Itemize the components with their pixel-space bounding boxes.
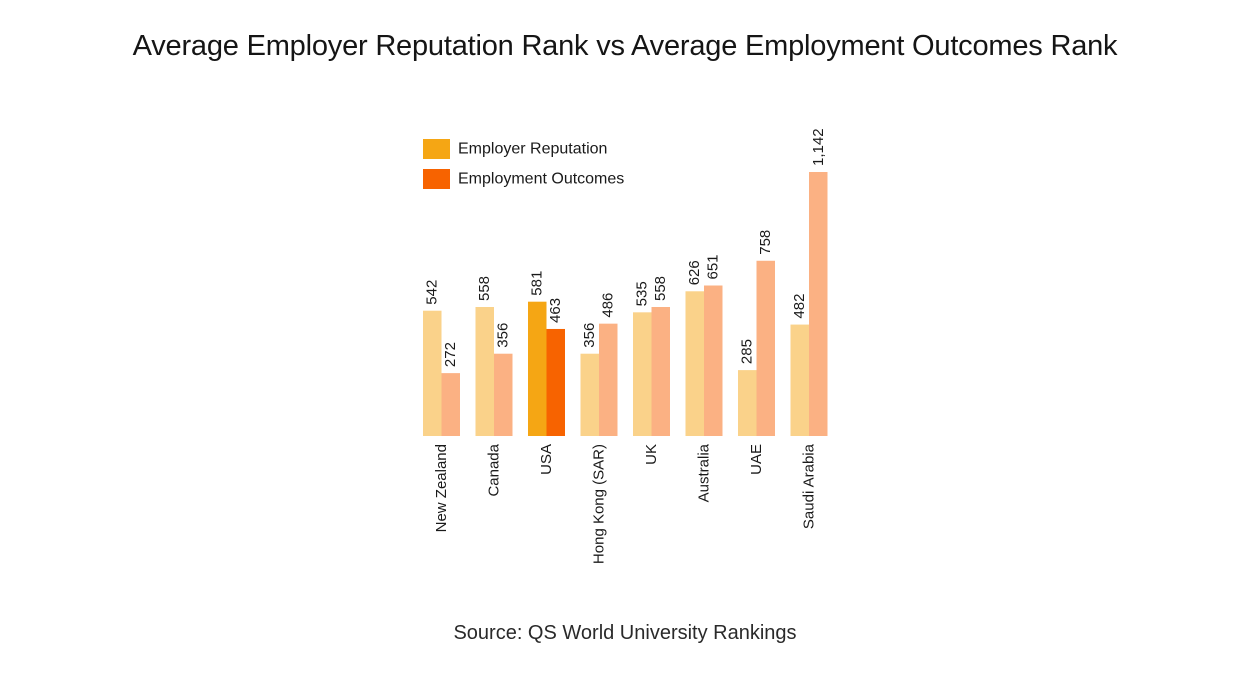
- bar-employment-outcomes: [756, 260, 775, 436]
- bar-employer-reputation: [685, 291, 704, 436]
- bar-employer-reputation: [580, 353, 599, 436]
- legend-swatch: [423, 169, 450, 189]
- bar-employer-reputation: [738, 370, 757, 436]
- data-label: 486: [600, 293, 617, 318]
- data-label: 626: [686, 260, 703, 285]
- data-label: 1,142: [810, 128, 827, 166]
- data-label: 758: [757, 230, 774, 255]
- data-label: 482: [791, 294, 808, 319]
- bar-employment-outcomes: [494, 353, 513, 436]
- legend-label: Employer Reputation: [458, 141, 607, 158]
- data-label: 542: [424, 280, 441, 305]
- category-label: USA: [538, 444, 555, 475]
- data-label: 463: [547, 298, 564, 323]
- data-label: 356: [495, 323, 512, 348]
- bar-employment-outcomes: [704, 285, 723, 436]
- data-label: 272: [442, 342, 459, 367]
- bar-employment-outcomes: [546, 328, 565, 436]
- bar-employment-outcomes: [599, 323, 618, 436]
- data-label: 558: [652, 276, 669, 301]
- data-label: 558: [476, 276, 493, 301]
- bar-employer-reputation: [790, 324, 809, 436]
- bar-employer-reputation: [475, 307, 494, 436]
- legend-swatch: [423, 139, 450, 159]
- category-label: Hong Kong (SAR): [591, 444, 608, 564]
- bar-employer-reputation: [528, 301, 547, 436]
- category-label: Australia: [696, 443, 713, 502]
- category-label: Canada: [486, 443, 503, 496]
- data-label: 581: [529, 271, 546, 296]
- data-label: 651: [705, 254, 722, 279]
- category-label: UAE: [748, 444, 765, 475]
- bar-employer-reputation: [423, 310, 442, 436]
- bar-employment-outcomes: [651, 307, 670, 436]
- chart-title: Average Employer Reputation Rank vs Aver…: [132, 30, 1118, 62]
- data-label: 285: [739, 339, 756, 364]
- category-label: UK: [643, 444, 660, 465]
- data-label: 535: [634, 281, 651, 306]
- bar-employment-outcomes: [441, 373, 460, 436]
- bar-employment-outcomes: [809, 172, 828, 436]
- bar-employer-reputation: [633, 312, 652, 436]
- data-label: 356: [581, 323, 598, 348]
- legend-label: Employment Outcomes: [458, 171, 624, 188]
- category-label: Saudi Arabia: [801, 443, 818, 529]
- source-note: Source: QS World University Rankings: [453, 622, 797, 644]
- category-label: New Zealand: [433, 444, 450, 532]
